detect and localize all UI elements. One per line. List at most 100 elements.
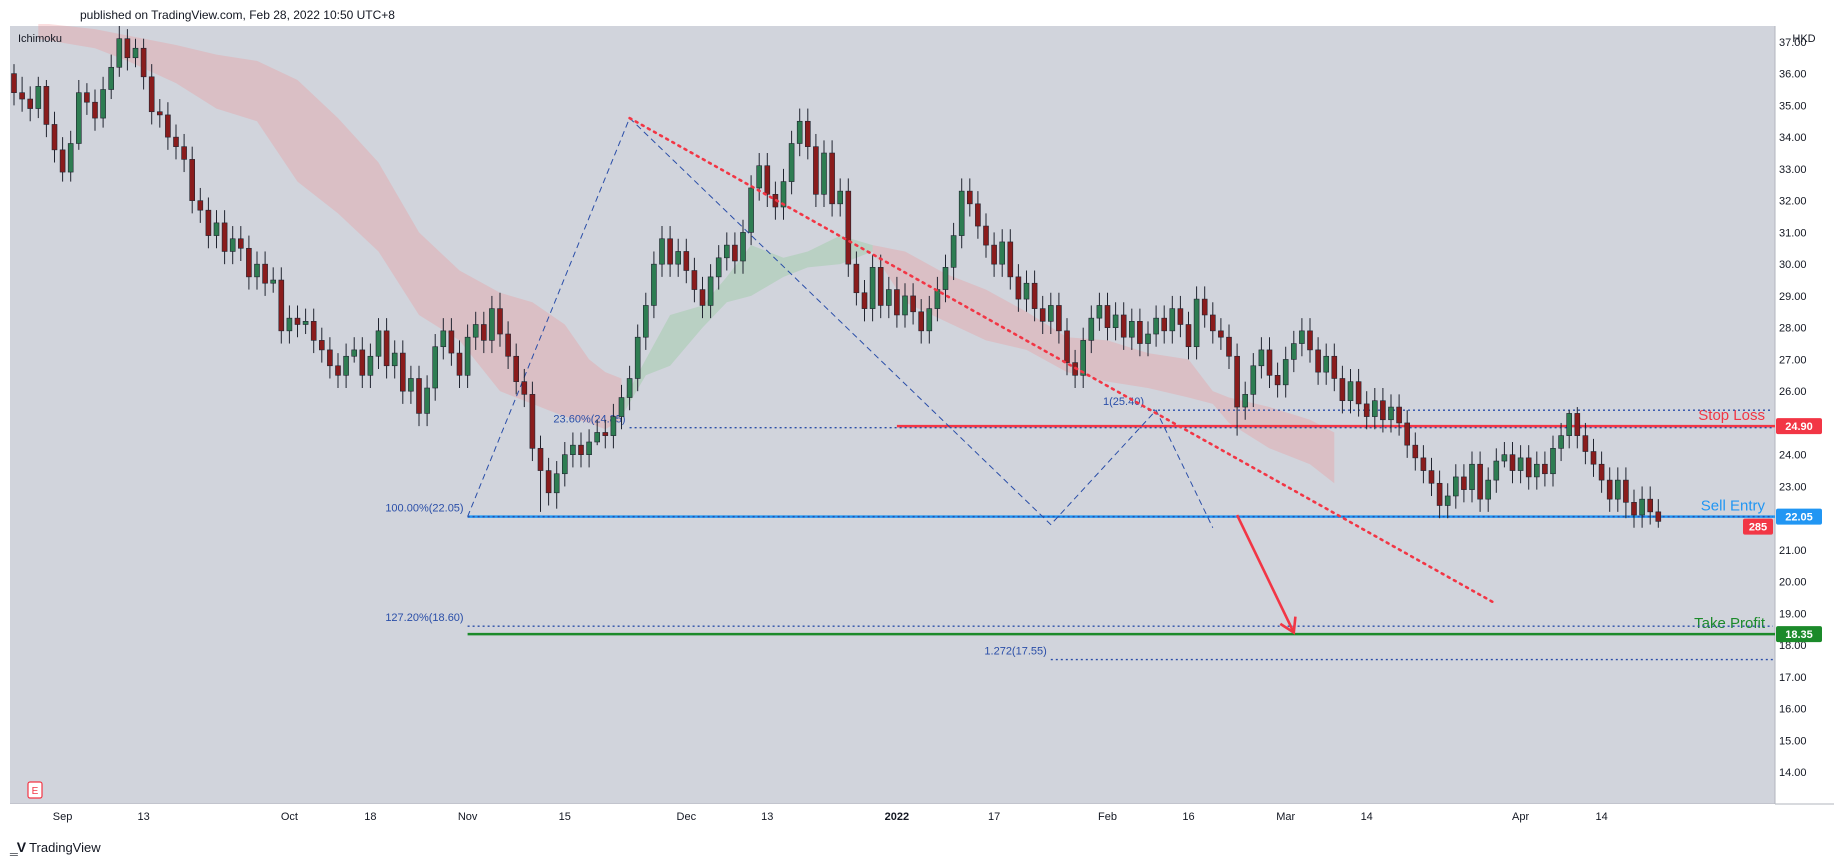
price-tick-11: 26.00 — [1779, 386, 1807, 398]
level-name-2: Take Profit — [1694, 615, 1766, 632]
time-tick-12: Mar — [1276, 811, 1295, 823]
time-tick-6: Dec — [677, 811, 697, 823]
level-badge-text-1: 22.05 — [1785, 512, 1813, 524]
candle-body-106 — [869, 267, 876, 309]
price-tick-6: 31.00 — [1779, 227, 1807, 239]
projection-arrow-head — [1279, 616, 1297, 635]
price-tick-10: 27.00 — [1779, 354, 1807, 366]
candle-body-71 — [586, 441, 592, 455]
candle-body-0 — [11, 73, 17, 93]
candle-body-89 — [732, 244, 738, 262]
price-tick-23: 14.00 — [1779, 767, 1807, 779]
cloud-bearish-2 — [872, 245, 1335, 484]
candle-body-36 — [302, 321, 309, 325]
candle-body-196 — [1598, 463, 1605, 481]
candle-body-112 — [918, 311, 925, 332]
candle-body-132 — [1080, 340, 1086, 376]
candle-body-118 — [966, 190, 973, 205]
time-tick-11: 16 — [1182, 811, 1194, 823]
candle-body-16 — [140, 47, 147, 78]
candle-body-55 — [456, 352, 463, 376]
candle-body-187 — [1525, 457, 1532, 478]
candle-body-72 — [594, 432, 601, 443]
level-name-0: Stop Loss — [1698, 407, 1765, 424]
candle-body-54 — [448, 330, 455, 354]
candle-body-136 — [1112, 314, 1119, 328]
candle-body-149 — [1218, 330, 1224, 338]
candle-body-159 — [1299, 330, 1305, 344]
candlesticks — [11, 26, 1662, 528]
candle-body-99 — [813, 146, 819, 195]
candle-body-193 — [1574, 413, 1581, 436]
candle-body-65 — [537, 448, 544, 471]
candle-body-170 — [1388, 406, 1394, 421]
candle-body-86 — [707, 276, 714, 306]
candle-body-163 — [1331, 355, 1338, 379]
candle-body-4 — [43, 86, 50, 125]
candle-body-41 — [343, 355, 349, 376]
candle-body-68 — [561, 454, 568, 475]
candle-body-87 — [715, 257, 722, 278]
candle-body-69 — [570, 444, 576, 455]
candle-body-117 — [958, 190, 965, 236]
candle-body-124 — [1015, 276, 1022, 300]
candle-body-80 — [659, 238, 665, 265]
candle-body-137 — [1120, 314, 1127, 338]
candle-body-203 — [1655, 511, 1662, 522]
time-axis-panel[interactable] — [10, 804, 1775, 834]
candle-body-18 — [157, 111, 163, 116]
price-tick-13: 24.00 — [1779, 450, 1807, 462]
price-tick-14: 23.00 — [1779, 481, 1807, 493]
candle-body-115 — [942, 267, 949, 290]
candle-body-135 — [1104, 305, 1111, 328]
candle-body-183 — [1493, 460, 1500, 481]
price-chart[interactable]: Stop Loss Sell Entry Take Profit 100.00%(22… — [0, 24, 1834, 854]
candle-body-127 — [1039, 308, 1046, 322]
drawing-overlay — [628, 116, 1498, 635]
candle-body-101 — [829, 152, 835, 205]
level-lines: Stop Loss Sell Entry Take Profit 100.00%(22… — [385, 396, 1775, 661]
candle-body-162 — [1323, 355, 1329, 373]
tradingview-brand: TradingView — [29, 839, 101, 855]
candle-body-148 — [1210, 314, 1216, 332]
candle-body-126 — [1031, 282, 1038, 309]
candle-body-121 — [991, 244, 997, 265]
candle-body-133 — [1088, 317, 1095, 341]
candle-body-11 — [100, 89, 106, 119]
candle-body-67 — [553, 473, 560, 494]
price-tick-1: 36.00 — [1779, 69, 1807, 81]
candle-body-197 — [1606, 479, 1613, 500]
candle-body-81 — [667, 238, 673, 265]
candle-body-123 — [1007, 241, 1014, 278]
time-tick-3: 18 — [364, 811, 376, 823]
candle-body-83 — [683, 251, 690, 271]
candle-body-139 — [1137, 321, 1143, 344]
candle-body-92 — [756, 165, 763, 189]
candle-body-84 — [691, 270, 698, 290]
candle-body-15 — [132, 47, 139, 59]
trendline — [628, 116, 1498, 606]
candle-body-141 — [1153, 317, 1159, 335]
fib-label-1: 23.60%(24.85) — [553, 414, 625, 426]
price-tick-4: 33.00 — [1779, 164, 1807, 176]
candle-body-52 — [432, 346, 439, 389]
candle-body-44 — [367, 355, 374, 376]
candle-body-5 — [51, 124, 58, 151]
projection-arrow-shaft — [1235, 514, 1295, 634]
candle-body-122 — [999, 241, 1006, 265]
candle-body-43 — [359, 349, 366, 376]
candle-body-190 — [1550, 448, 1556, 475]
time-tick-1: 13 — [137, 811, 149, 823]
tradingview-logo-icon: ‗V — [10, 839, 26, 855]
price-badges: 24.90 22.05 285 18.35 — [1743, 418, 1822, 643]
price-axis-panel[interactable] — [1775, 26, 1834, 804]
price-tick-8: 29.00 — [1779, 291, 1807, 303]
candle-body-152 — [1242, 394, 1248, 408]
candle-body-146 — [1193, 298, 1200, 348]
time-tick-4: Nov — [458, 811, 478, 823]
candle-body-73 — [602, 432, 609, 436]
candle-body-113 — [926, 308, 933, 332]
earnings-badge[interactable]: E — [27, 781, 43, 799]
candle-body-102 — [837, 190, 844, 205]
candle-body-53 — [440, 330, 447, 348]
